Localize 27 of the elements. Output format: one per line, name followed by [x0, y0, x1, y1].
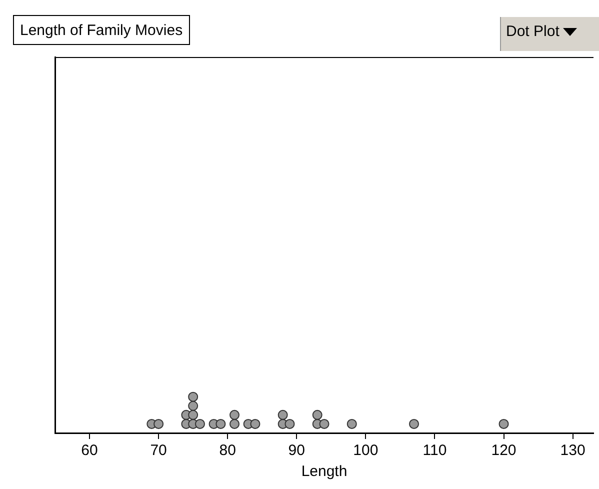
point [230, 418, 240, 429]
x-tick-label: 100 [353, 442, 378, 460]
point [188, 400, 198, 411]
point [230, 410, 240, 420]
x-tick-label: 90 [288, 442, 305, 460]
point [250, 418, 260, 429]
point [319, 418, 330, 429]
point [188, 410, 198, 420]
x-tick-label: 130 [560, 442, 586, 460]
point [278, 410, 288, 420]
point [188, 392, 198, 402]
point [284, 418, 295, 429]
point [409, 418, 419, 429]
point [216, 418, 226, 429]
x-tick-label: 110 [422, 442, 447, 460]
x-tick-label: 80 [219, 442, 236, 460]
x-tick-label: 120 [491, 442, 516, 460]
dropdown-menu: Dot Plot [500, 17, 599, 51]
point [312, 410, 322, 420]
point [194, 418, 205, 429]
point [154, 418, 164, 429]
x-tick-label: 70 [150, 442, 167, 460]
chart-title: Length of Family Movies [13, 15, 190, 45]
x-axis-title: Length [301, 463, 348, 480]
point [346, 418, 357, 429]
point [498, 418, 509, 429]
x-tick-label: 60 [81, 442, 98, 460]
